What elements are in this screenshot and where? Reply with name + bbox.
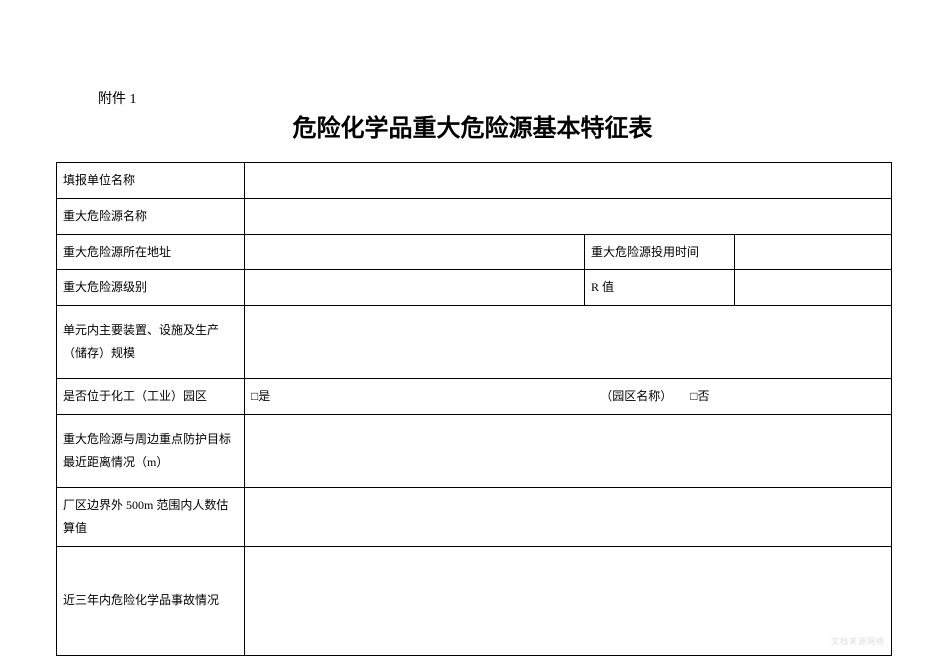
- cell-value: □是 （园区名称） □否: [245, 379, 892, 415]
- cell-label: 是否位于化工（工业）园区: [57, 379, 245, 415]
- form-table: 填报单位名称 重大危险源名称 重大危险源所在地址 重大危险源投用时间 重大危险源…: [56, 162, 892, 656]
- footer-watermark: 文档来源网络: [831, 636, 885, 647]
- cell-value: [245, 546, 892, 655]
- cell-label: 重大危险源名称: [57, 198, 245, 234]
- cell-label: 近三年内危险化学品事故情况: [57, 546, 245, 655]
- cell-label: 重大危险源级别: [57, 270, 245, 306]
- cell-value: [245, 234, 585, 270]
- table-row: 近三年内危险化学品事故情况: [57, 546, 892, 655]
- cell-value: [245, 414, 892, 487]
- cell-label: R 值: [585, 270, 735, 306]
- table-row: 填报单位名称: [57, 163, 892, 199]
- cell-label: 重大危险源所在地址: [57, 234, 245, 270]
- cell-value: [245, 198, 892, 234]
- table-row: 单元内主要装置、设施及生产（储存）规模: [57, 306, 892, 379]
- table-row: 是否位于化工（工业）园区 □是 （园区名称） □否: [57, 379, 892, 415]
- attachment-label: 附件 1: [98, 88, 137, 108]
- table-row: 厂区边界外 500m 范围内人数估算值: [57, 487, 892, 546]
- cell-label: 填报单位名称: [57, 163, 245, 199]
- table-row: 重大危险源与周边重点防护目标最近距离情况（m）: [57, 414, 892, 487]
- table-row: 重大危险源级别 R 值: [57, 270, 892, 306]
- cell-value: [245, 270, 585, 306]
- table-row: 重大危险源名称: [57, 198, 892, 234]
- cell-value: [245, 487, 892, 546]
- cell-label: 重大危险源与周边重点防护目标最近距离情况（m）: [57, 414, 245, 487]
- cell-label: 单元内主要装置、设施及生产（储存）规模: [57, 306, 245, 379]
- cell-label: 厂区边界外 500m 范围内人数估算值: [57, 487, 245, 546]
- cell-value: [735, 270, 892, 306]
- page: 附件 1 危险化学品重大危险源基本特征表 填报单位名称 重大危险源名称 重大危险…: [0, 0, 945, 669]
- page-title: 危险化学品重大危险源基本特征表: [0, 108, 945, 143]
- cell-value: [245, 306, 892, 379]
- cell-value: [735, 234, 892, 270]
- cell-value: [245, 163, 892, 199]
- cell-label: 重大危险源投用时间: [585, 234, 735, 270]
- table-row: 重大危险源所在地址 重大危险源投用时间: [57, 234, 892, 270]
